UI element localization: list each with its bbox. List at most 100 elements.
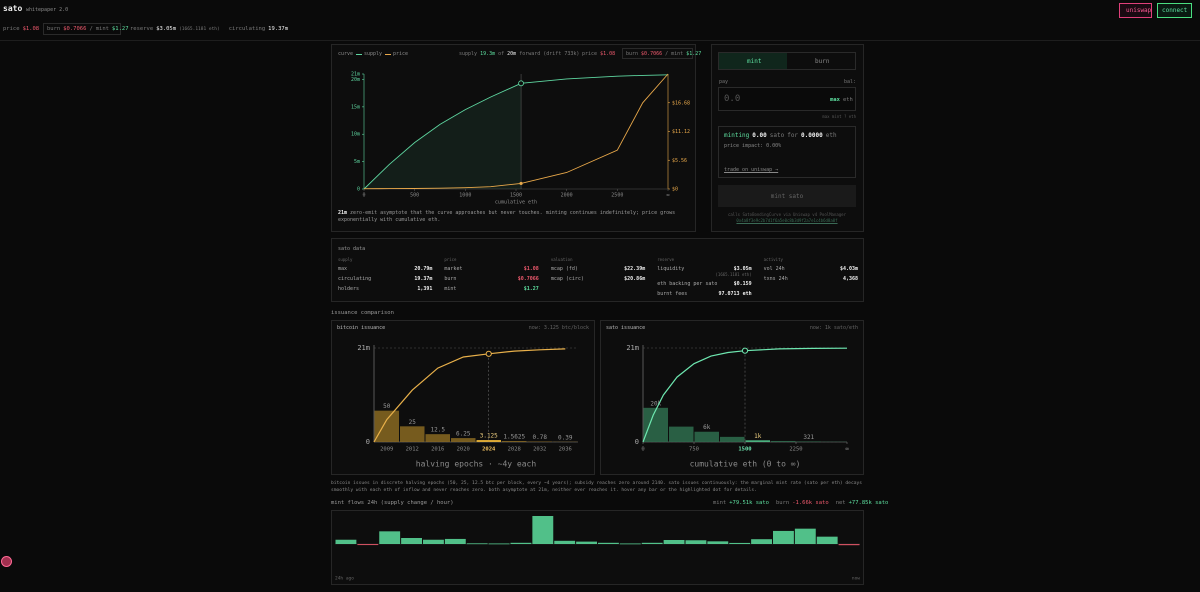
x-tick-label: ∞ [845, 447, 849, 453]
value-cell: 1,391 [417, 286, 432, 292]
value-cell: 97.0713 eth [719, 291, 752, 297]
bar [694, 431, 719, 442]
value: 4,368 [842, 276, 859, 282]
bar [729, 542, 751, 544]
chart-combo: 0 21m 50 2009 25 2012 12.5 2016 6.25 2020 3.125 202… [357, 344, 578, 469]
value: 19.37m [414, 276, 433, 282]
impact: price impact: 0.00% [724, 143, 782, 149]
bar [771, 440, 796, 442]
sep: / [665, 51, 669, 57]
sub-value: (1665.1181 eth) [715, 272, 752, 277]
x-tick-label: 2250 [789, 447, 802, 453]
ticker-box [43, 23, 121, 35]
x-tick-label: 1000 [459, 193, 471, 199]
value: $3.05m [733, 266, 752, 272]
bar [425, 434, 450, 442]
hint: max mint ? eth [822, 114, 856, 119]
divider [0, 40, 1200, 41]
label: bal: [843, 79, 856, 85]
value-cell: 4,368 [843, 276, 858, 282]
footer: calls SatoBondingCurve via Uniswap v4 Po… [727, 212, 847, 217]
stats-column: price market $1.08 burn $0.7066 mint $1.27 [444, 257, 538, 297]
label: market [444, 266, 463, 272]
bar-label: 6k [703, 424, 711, 431]
value-cell: $1.08 [524, 266, 539, 272]
label: liquidity [657, 266, 685, 272]
x-axis-label: cumulative eth [495, 200, 537, 206]
label: mint [444, 286, 457, 292]
value-cell: 19.37m [414, 276, 432, 282]
y-tick-label: 0 [635, 438, 639, 446]
price-box [622, 48, 693, 59]
x-tick-label: 2028 [508, 447, 521, 453]
series-line [642, 347, 848, 443]
column-head: reserve [657, 257, 675, 262]
y2-tick-label: $16.68 [672, 100, 690, 106]
mint-button[interactable] [718, 185, 856, 207]
label: circulating [228, 26, 266, 32]
value-cell: $4.03m [840, 266, 858, 272]
label: forward [519, 51, 541, 57]
uniswap-link[interactable]: trade on uniswap → [724, 167, 779, 173]
stats-column: valuation mcap (fd) $22.39m mcap (circ) $20.… [551, 257, 645, 297]
label: holders [338, 286, 360, 292]
label: price [582, 51, 598, 57]
bar [796, 441, 821, 442]
area-fill [364, 83, 522, 189]
label: burn [47, 26, 61, 32]
tab-active[interactable] [719, 53, 787, 69]
bar [554, 540, 576, 544]
footer: 0x4a8f3e9c2b7d1f6a5e0c8b3d9f2a7e1c4b6d8a… [736, 218, 838, 223]
text-row: reserve $3.05m (1665.1181 eth) circulating 1… [130, 26, 288, 32]
value: $1.08 [523, 266, 539, 272]
tab[interactable]: burn [815, 58, 830, 65]
bar [707, 541, 729, 544]
stats-row: txns 24h 4,368 [764, 276, 858, 282]
column-head: valuation [550, 257, 573, 262]
x-axis-label: halving epochs · ~4y each [416, 460, 537, 469]
token: sato [769, 132, 785, 139]
stats-row: mcap (fd) $22.39m [551, 266, 645, 272]
value: $0.7066 [517, 276, 539, 282]
bar [374, 410, 399, 442]
tagline: whitepaper 2.0 [26, 7, 69, 13]
stats-panel [331, 238, 864, 302]
bar [641, 542, 663, 544]
value-cell: 20.79m [414, 266, 432, 272]
quote-box [718, 126, 856, 178]
bar [444, 538, 466, 544]
tab[interactable]: mint [747, 58, 762, 65]
bar [466, 543, 488, 545]
x-tick-label: 2032 [533, 447, 546, 453]
stats-row: eth backing per sato $0.159 [657, 281, 751, 287]
unit: eth [842, 97, 853, 103]
bar [745, 440, 770, 442]
connect-button[interactable] [1157, 3, 1192, 18]
y2-tick-label: $0 [672, 187, 678, 193]
bar [576, 541, 597, 544]
bar [794, 528, 816, 544]
value: +79.51k sato [729, 500, 769, 506]
x-tick-label: 500 [410, 193, 419, 199]
label: mcap (fd) [550, 266, 578, 272]
y-tick-label: 0 [357, 187, 360, 193]
value: $20.86m [624, 276, 646, 282]
debug-icon[interactable] [1, 556, 12, 567]
value-cell: $22.39m [624, 266, 645, 272]
x-axis-label: cumulative eth (0 to ∞) [690, 460, 801, 469]
uniswap-button[interactable] [1119, 3, 1152, 18]
value: +77.85k sato [848, 500, 889, 506]
sato-panel [600, 320, 864, 475]
x-tick-label: 1500 [510, 193, 522, 199]
bar-label: 1.5625 [503, 434, 525, 441]
stats-row: mint $1.27 [444, 286, 538, 292]
bar-label: 0.39 [558, 434, 573, 441]
bar [532, 516, 554, 544]
bar [720, 436, 745, 442]
label: mcap (circ) [550, 276, 584, 282]
chart-title: curve [338, 51, 354, 57]
bar-label: 25 [409, 419, 417, 426]
amount-input[interactable] [718, 87, 856, 111]
uniswap-label: uniswap [1126, 7, 1152, 14]
